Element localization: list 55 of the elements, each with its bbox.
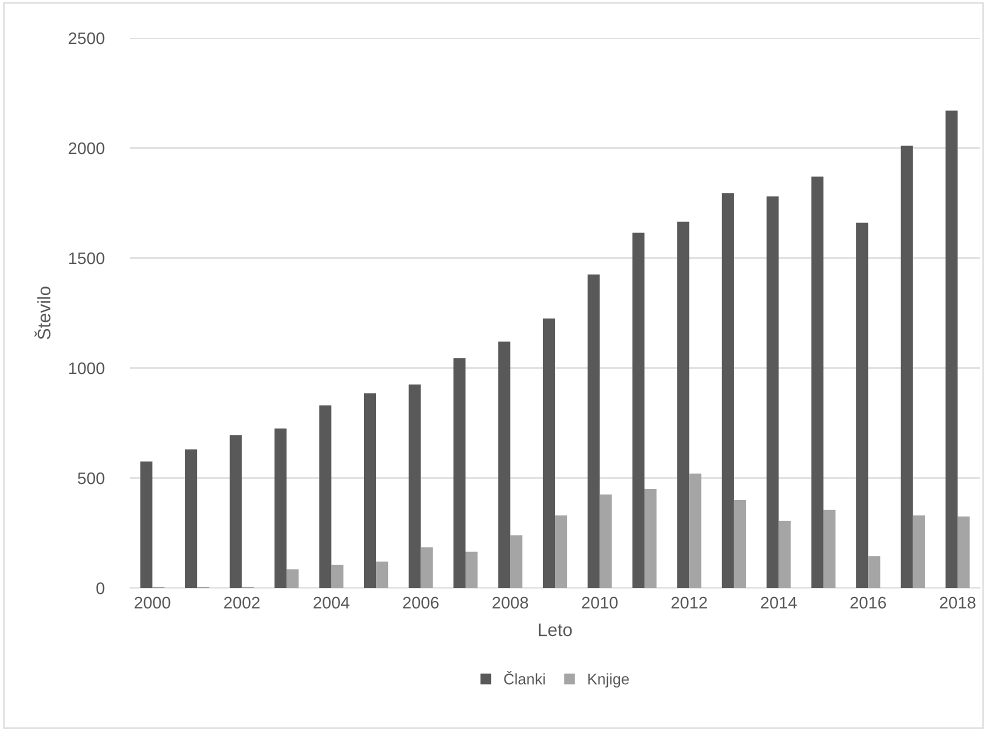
bar [823,510,836,588]
y-tick-label: 0 [96,582,104,594]
bar [811,176,824,588]
bar [376,562,388,588]
bar [644,489,657,588]
x-tick-label: 2008 [492,596,528,609]
bar [900,146,913,588]
bar [331,564,344,588]
bar [912,515,925,588]
bar [946,110,958,588]
bar [632,232,644,588]
bar [319,405,332,588]
bar [364,393,376,588]
legend-label: Članki [504,670,545,684]
bar [734,500,746,588]
bar [677,222,690,588]
x-tick-label: 2016 [850,596,886,609]
y-tick-label: 1500 [69,252,104,264]
bar [766,196,779,588]
bar [555,515,568,588]
bar [408,384,421,588]
bar [466,552,478,588]
x-axis-title: Leto [538,624,572,636]
x-tick-label: 2002 [224,596,260,609]
x-tick-label: 2014 [760,596,797,609]
bar [286,569,299,588]
bar [420,547,433,588]
bar [185,449,198,588]
bar [868,556,880,588]
y-axis-title: Število [34,286,50,340]
bar [689,474,702,588]
x-tick-label: 2012 [672,596,707,609]
bar [958,516,970,588]
legend-label: Knjige [588,673,629,688]
bar [230,435,242,588]
bar [542,318,555,588]
bar [856,222,868,588]
x-tick-label: 2004 [314,596,350,609]
bar [274,428,287,588]
bar [722,193,734,588]
y-tick-label: 2000 [68,142,104,154]
x-tick-label: 2000 [134,596,170,609]
bar [778,520,791,588]
bar [588,274,600,588]
bar [498,342,510,588]
bar [453,358,466,588]
x-tick-label: 2010 [582,596,618,609]
bar [600,494,612,588]
bar [140,462,152,588]
x-tick-label: 2018 [940,596,976,609]
y-tick-label: 2500 [68,32,104,44]
y-tick-label: 1000 [69,362,104,374]
x-tick-label: 2006 [403,596,439,609]
bar [510,535,522,588]
y-tick-label: 500 [78,472,104,484]
